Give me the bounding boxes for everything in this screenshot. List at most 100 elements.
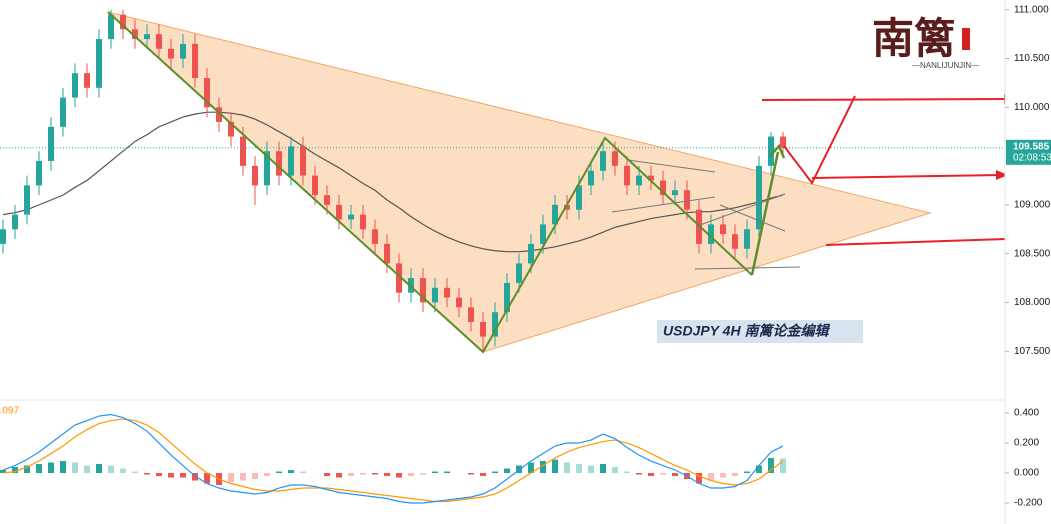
histogram-bar xyxy=(384,473,390,477)
annotation-box xyxy=(657,320,863,343)
histogram-bar xyxy=(612,467,618,474)
candle-body xyxy=(384,243,390,264)
candle-body xyxy=(492,312,498,337)
candle-body xyxy=(48,126,54,161)
histogram-bar xyxy=(600,464,606,474)
candle-body xyxy=(312,175,318,196)
candle-body xyxy=(516,263,522,283)
y-tick-label: 111.000 xyxy=(1014,4,1049,15)
candle-body xyxy=(720,224,726,235)
candle-body xyxy=(360,214,366,230)
candle-body xyxy=(408,278,414,293)
candle-body xyxy=(96,39,102,88)
y-tick-label: 107.500 xyxy=(1014,346,1051,357)
histogram-bar xyxy=(756,465,762,474)
candle-body xyxy=(528,243,534,264)
y-tick-label: 109.000 xyxy=(1014,200,1051,211)
histogram-bar xyxy=(156,473,162,477)
trend-line xyxy=(694,266,801,270)
drawings-over: USDJPY 4H 南篱论金编辑 南篱 —NANLIJUNJIN— xyxy=(107,11,1042,354)
target-line xyxy=(811,174,1003,179)
y-tick-label: 108.000 xyxy=(1014,297,1051,308)
histogram-bar xyxy=(336,473,342,478)
histogram-bar xyxy=(444,471,450,474)
candle-body xyxy=(756,165,762,230)
candle-body xyxy=(420,278,426,303)
candle-body xyxy=(324,195,330,205)
histogram-bar xyxy=(288,470,294,474)
candle-body xyxy=(192,43,198,79)
histogram-bar xyxy=(60,461,66,474)
histogram-bar xyxy=(540,461,546,474)
candle-body xyxy=(468,307,474,322)
histogram-bar xyxy=(108,465,114,474)
projection xyxy=(783,95,856,185)
trend-line xyxy=(627,159,716,173)
wave-arrow-head xyxy=(769,143,786,159)
candle-body xyxy=(540,224,546,244)
wave-line xyxy=(107,11,753,354)
candle-body xyxy=(276,151,282,176)
candle-body xyxy=(672,190,678,196)
histogram-bar xyxy=(744,471,750,474)
last-price-label: 109.585 xyxy=(1013,141,1050,152)
candle-body xyxy=(564,204,570,210)
histogram-bar xyxy=(708,473,714,481)
histogram-bar xyxy=(636,473,642,475)
histogram-bar xyxy=(120,468,126,474)
candle-body xyxy=(0,229,6,244)
histogram-bar xyxy=(324,473,330,477)
histogram-bar xyxy=(576,464,582,474)
candle-body xyxy=(108,14,114,40)
histogram-bar xyxy=(420,473,426,475)
candle-body xyxy=(768,136,774,166)
trend-line xyxy=(719,204,786,232)
candle-body xyxy=(708,224,714,244)
histogram-bar xyxy=(48,462,54,474)
histogram-bar xyxy=(132,471,138,474)
watermark-stamp xyxy=(962,28,970,50)
y-tick-label: 0.200 xyxy=(1014,438,1039,449)
candle-body xyxy=(72,73,78,98)
histogram-bar xyxy=(552,459,558,474)
candle-body xyxy=(12,214,18,230)
trend-line xyxy=(699,193,786,226)
candle-body xyxy=(180,43,186,59)
candle-body xyxy=(168,48,174,59)
histogram-bar xyxy=(300,471,306,474)
histogram-bar xyxy=(192,473,198,481)
candle-body xyxy=(120,14,126,30)
histogram-bar xyxy=(780,458,786,474)
histogram-bar xyxy=(84,465,90,474)
histogram-bar xyxy=(732,473,738,477)
candle-body xyxy=(660,180,666,196)
candle-body xyxy=(240,136,246,166)
histogram-bar xyxy=(24,465,30,474)
target-line xyxy=(761,98,1011,101)
candle-body xyxy=(624,165,630,186)
histogram-bar xyxy=(168,473,174,478)
candle-body xyxy=(396,263,402,293)
moving-average xyxy=(2,111,784,253)
histogram-bar xyxy=(372,473,378,475)
y-tick-label: 110.500 xyxy=(1014,53,1050,64)
candle-body xyxy=(480,321,486,337)
candle-body xyxy=(636,175,642,186)
price-axis xyxy=(1005,0,1051,524)
candle-body xyxy=(444,287,450,298)
candle-body xyxy=(252,165,258,186)
histogram-bar xyxy=(252,473,258,480)
histogram-bar xyxy=(588,465,594,474)
candle-body xyxy=(732,234,738,249)
countdown: 02:08:53 xyxy=(1013,152,1051,163)
histogram-bar xyxy=(36,464,42,474)
histogram-bar xyxy=(12,467,18,474)
candle-body xyxy=(24,185,30,215)
annotation: USDJPY 4H 南篱论金编辑 xyxy=(663,323,830,339)
histogram-bar xyxy=(720,473,726,478)
candle-body xyxy=(84,73,90,88)
y-tick-label: 108.500 xyxy=(1014,248,1051,259)
candle-body xyxy=(300,146,306,176)
candle-body xyxy=(348,214,354,220)
candle-body xyxy=(144,34,150,40)
